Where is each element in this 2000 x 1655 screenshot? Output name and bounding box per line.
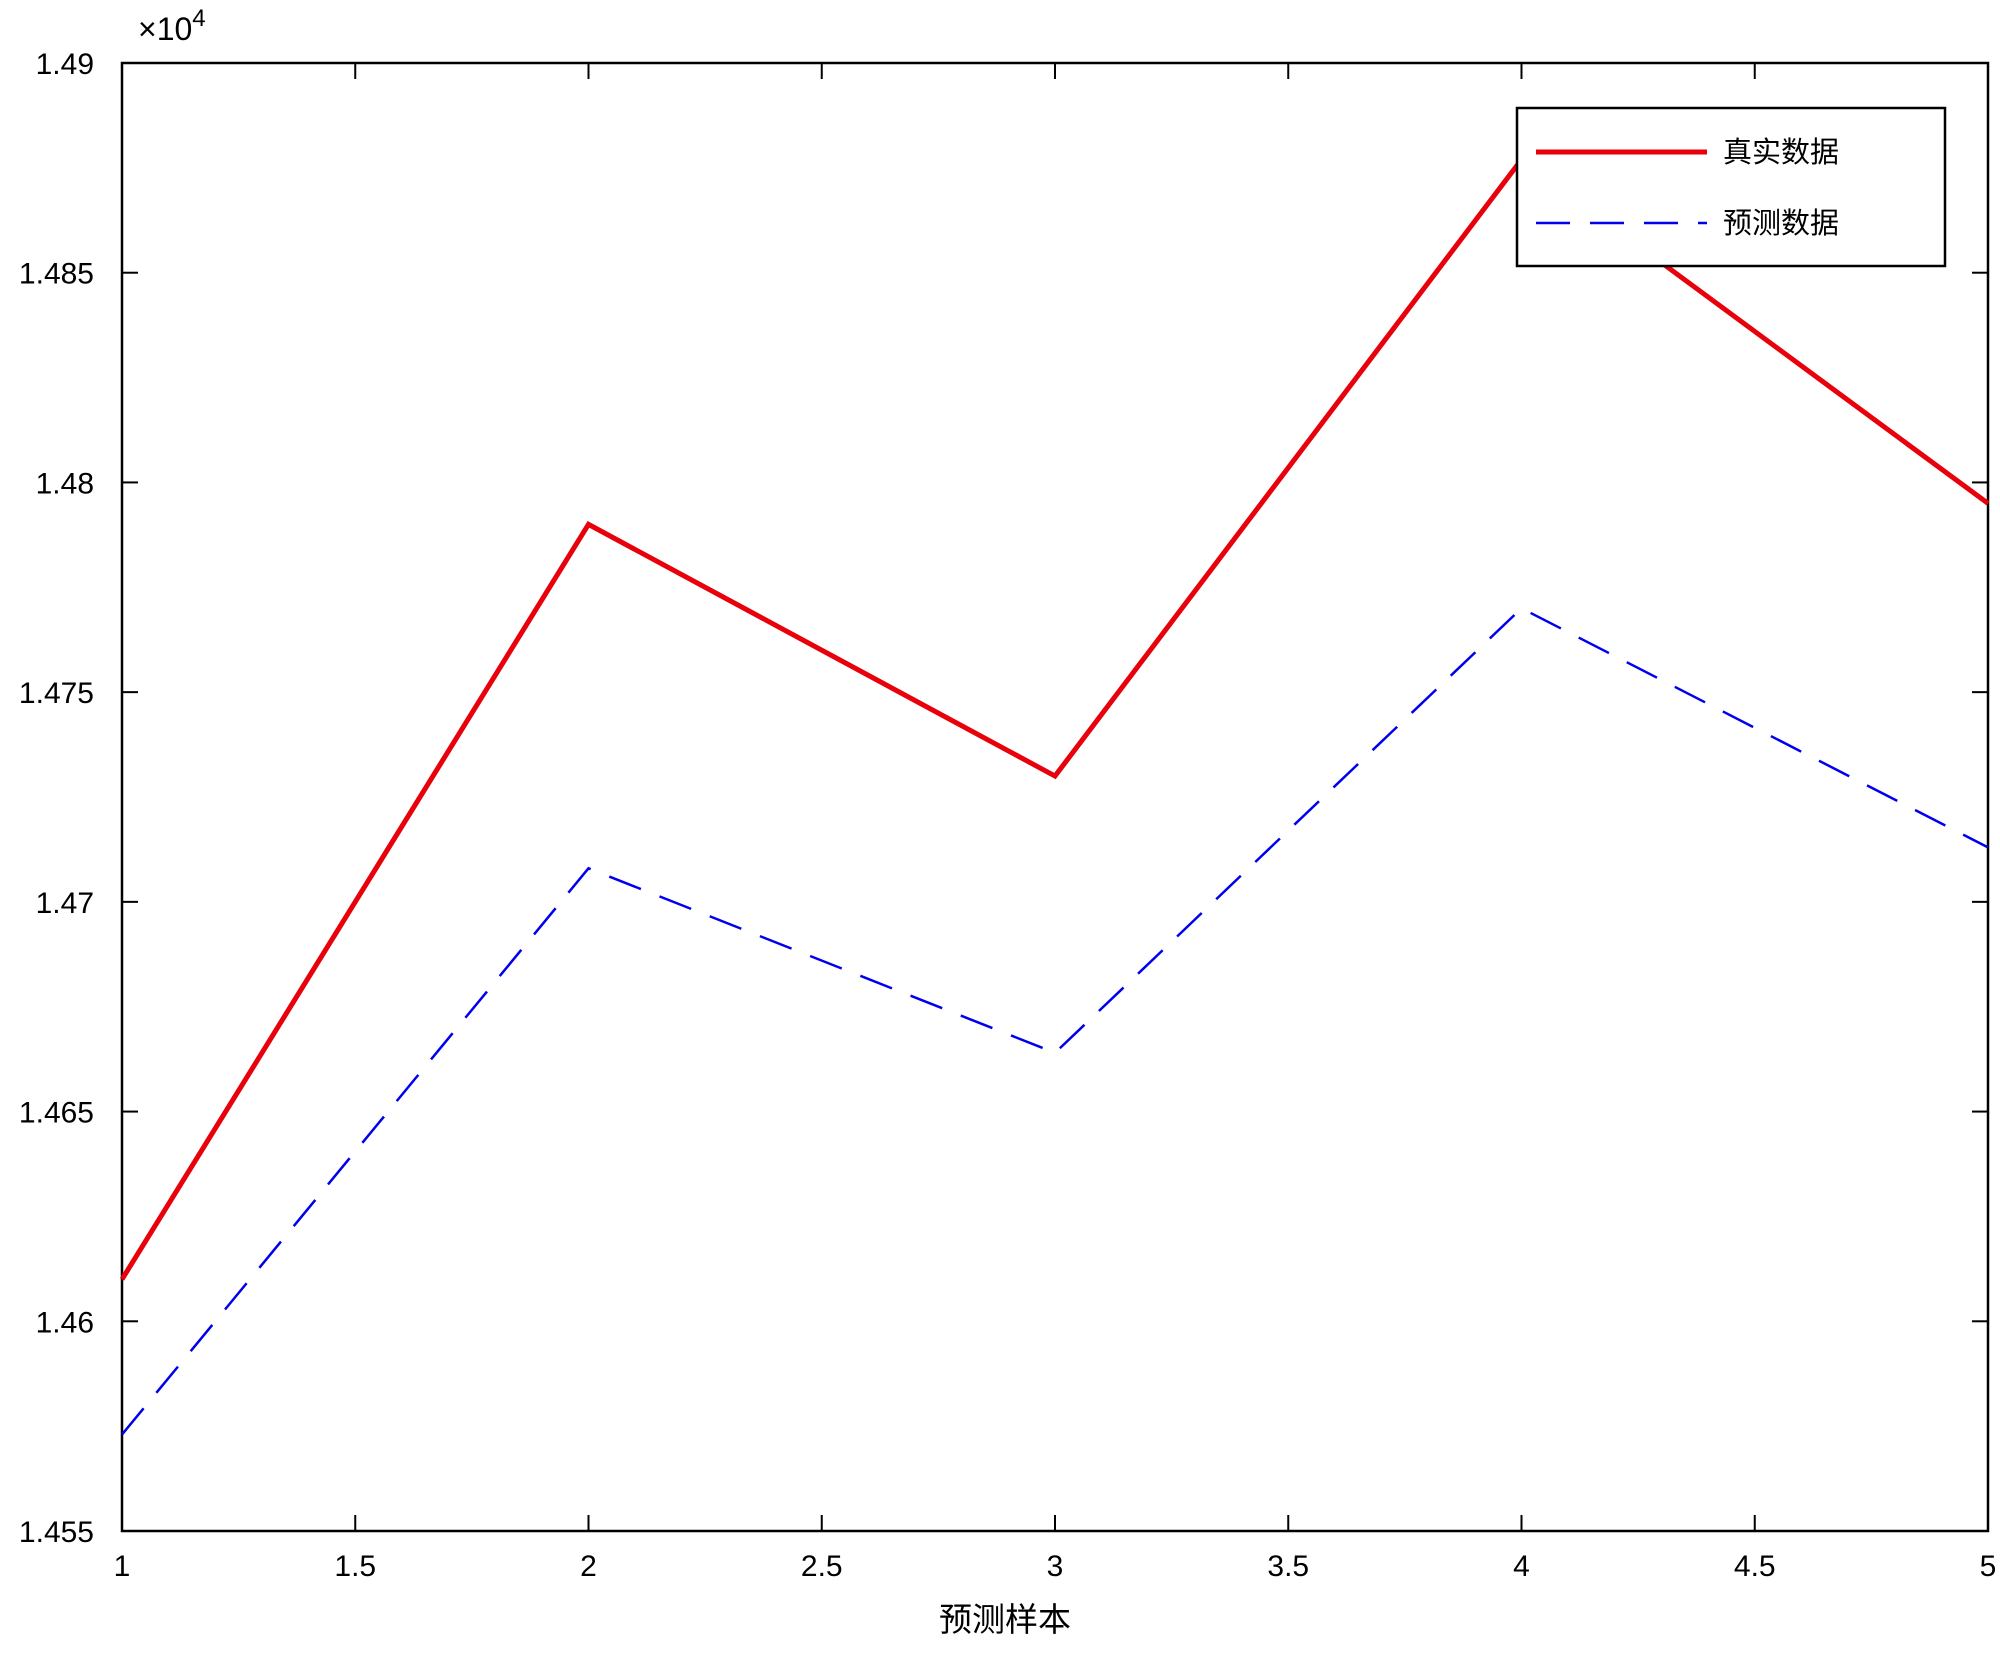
y-axis-exponent: ×104 [138, 5, 206, 47]
y-tick-label: 1.49 [36, 48, 94, 81]
x-tick-label: 2 [580, 1550, 597, 1583]
series-layer [119, 155, 1990, 1436]
x-tick-label: 1 [114, 1550, 131, 1583]
x-tick-label: 4.5 [1734, 1550, 1776, 1583]
y-tick-label: 1.455 [19, 1516, 94, 1549]
x-axis-ticks: 1 1.5 2 2.5 3 3.5 4 4.5 5 [114, 63, 1997, 1583]
x-axis-title: 预测样本 [939, 1600, 1071, 1639]
x-tick-label: 2.5 [801, 1550, 843, 1583]
x-tick-label: 3.5 [1267, 1550, 1309, 1583]
y-tick-label: 1.485 [19, 258, 94, 291]
y-tick-label: 1.465 [19, 1097, 94, 1130]
series-line-2 [121, 606, 1989, 1436]
legend-box [1515, 106, 1947, 268]
y-exponent-power: 4 [192, 5, 205, 32]
y-axis-ticks: 1.455 1.46 1.465 1.47 1.475 1.48 1.485 1.49 [19, 48, 1988, 1549]
y-tick-label: 1.46 [36, 1306, 94, 1339]
x-tick-label: 1.5 [334, 1550, 376, 1583]
x-tick-label: 3 [1047, 1550, 1064, 1583]
x-tick-label: 5 [1980, 1550, 1997, 1583]
legend-label-2: 预测数据 [1723, 206, 1839, 240]
y-exponent-base: ×10 [138, 11, 192, 47]
y-tick-label: 1.475 [19, 677, 94, 710]
legend-label-1: 真实数据 [1723, 135, 1839, 169]
plot-area: 1 1.5 2 2.5 3 3.5 4 4.5 5 1.455 1.46 1.465 1.47 1.47… [19, 48, 1996, 1583]
axes-box [120, 61, 1990, 1533]
x-tick-label: 4 [1513, 1550, 1530, 1583]
y-tick-label: 1.47 [36, 887, 94, 920]
y-tick-label: 1.48 [36, 467, 94, 500]
series-line-1 [119, 155, 1990, 1281]
